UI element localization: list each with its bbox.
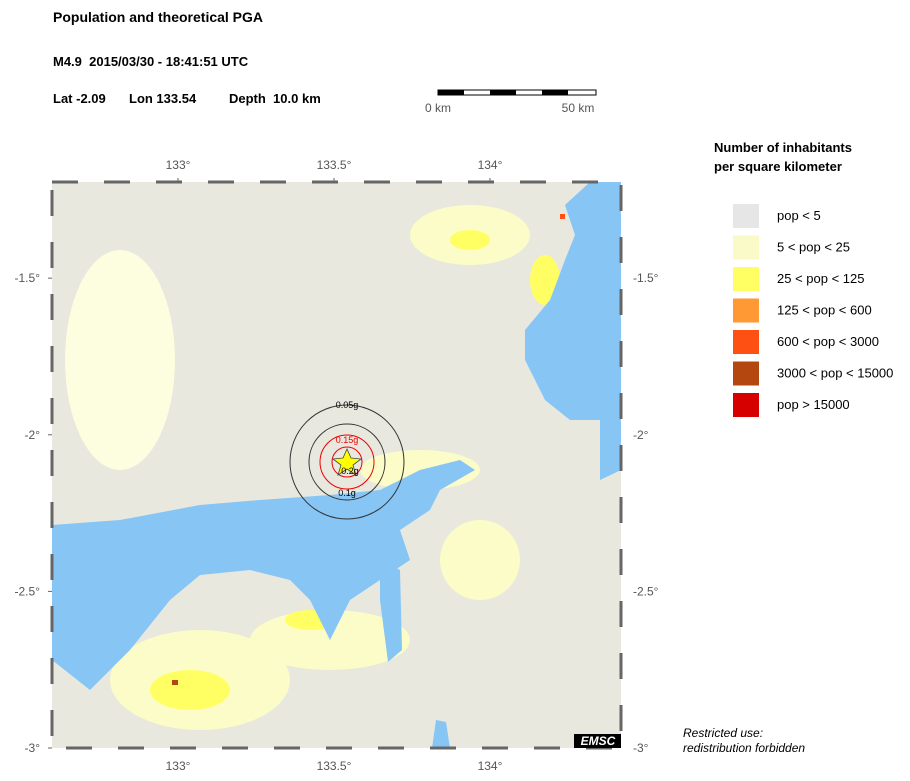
lat-tick-label: -3° — [633, 741, 649, 755]
lon: Lon 133.54 — [129, 91, 197, 106]
sea — [52, 182, 621, 748]
event: M4.9 2015/03/30 - 18:41:51 UTC — [53, 54, 249, 69]
lon-tick-label: 134° — [478, 158, 503, 172]
lat: Lat -2.09 — [53, 91, 106, 106]
lon-tick-label: 133.5° — [317, 158, 352, 172]
pga-circles: 0.05g 0.15g 0.2g 0.1g — [289, 400, 405, 520]
pga-label: 0.05g — [336, 400, 359, 410]
lat-tick-label: -2.5° — [15, 584, 41, 598]
lat-tick-label: -1.5° — [633, 271, 659, 285]
lat-tick-label: -2° — [25, 428, 41, 442]
legend-title: per square kilometer — [714, 159, 842, 174]
legend-title: Number of inhabitants — [714, 140, 852, 155]
title: Population and theoretical PGA — [53, 9, 263, 25]
legend-label: 3000 < pop < 15000 — [777, 366, 893, 381]
legend-swatch — [733, 330, 759, 354]
lat-tick-label: -1.5° — [15, 271, 41, 285]
lon-tick-label: 134° — [478, 759, 503, 773]
legend-label: 25 < pop < 125 — [777, 271, 864, 286]
scale-bar: 0 km 50 km — [425, 89, 597, 115]
lon-tick-label: 133° — [166, 158, 191, 172]
depth: Depth 10.0 km — [229, 91, 321, 106]
legend-label: 600 < pop < 3000 — [777, 334, 879, 349]
legend-label: 5 < pop < 25 — [777, 240, 850, 255]
note: Restricted use: — [683, 726, 763, 740]
legend-swatch — [733, 204, 759, 228]
legend-swatch — [733, 361, 759, 386]
legend-label: pop < 5 — [777, 208, 821, 223]
legend-label: 125 < pop < 600 — [777, 303, 872, 318]
legend-swatch — [733, 393, 759, 417]
logo-bg — [574, 734, 621, 748]
map: 0.05g 0.15g 0.2g 0.1g EMSC — [50, 180, 623, 750]
scale-end: 50 km — [562, 101, 595, 115]
lat-tick-label: -2° — [633, 428, 649, 442]
lon-tick-label: 133° — [166, 759, 191, 773]
pga-label: 0.1g — [338, 488, 356, 498]
lat-tick-label: -3° — [25, 741, 41, 755]
pga-label: 0.15g — [336, 435, 359, 445]
legend-label: pop > 15000 — [777, 397, 850, 412]
lon-tick-label: 133.5° — [317, 759, 352, 773]
logo: EMSC — [581, 734, 616, 748]
lat-tick-label: -2.5° — [633, 584, 659, 598]
legend-swatch — [733, 267, 759, 291]
populated-areas — [65, 205, 565, 730]
legend-swatch — [733, 235, 759, 260]
frame — [50, 180, 623, 750]
scale-start: 0 km — [425, 101, 451, 115]
legend-swatch — [733, 298, 759, 323]
pga-label: 0.2g — [341, 466, 359, 476]
note: redistribution forbidden — [683, 741, 805, 755]
